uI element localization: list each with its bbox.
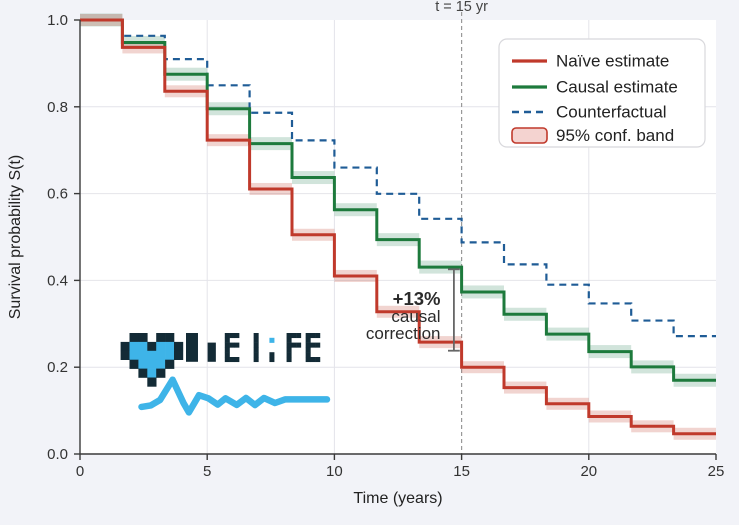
svg-text:Counterfactual: Counterfactual bbox=[556, 103, 667, 122]
svg-text:25: 25 bbox=[708, 463, 725, 480]
svg-text:95% conf. band: 95% conf. band bbox=[556, 126, 674, 145]
svg-text:t = 15 yr: t = 15 yr bbox=[435, 0, 488, 15]
svg-text:0.6: 0.6 bbox=[47, 186, 68, 203]
svg-text:15: 15 bbox=[453, 463, 470, 480]
svg-text:Survival probability S(t): Survival probability S(t) bbox=[7, 155, 24, 320]
svg-text:0.0: 0.0 bbox=[47, 446, 68, 463]
svg-text:5: 5 bbox=[203, 463, 211, 480]
svg-text:10: 10 bbox=[326, 463, 343, 480]
svg-text:0.2: 0.2 bbox=[47, 359, 68, 376]
svg-text:0: 0 bbox=[76, 463, 84, 480]
svg-text:Naïve estimate: Naïve estimate bbox=[556, 52, 669, 71]
svg-text:correction: correction bbox=[366, 324, 441, 343]
svg-text:Time (years): Time (years) bbox=[353, 490, 442, 507]
svg-text:20: 20 bbox=[580, 463, 597, 480]
svg-text:0.4: 0.4 bbox=[47, 272, 68, 289]
svg-text:0.8: 0.8 bbox=[47, 99, 68, 116]
svg-text:Causal estimate: Causal estimate bbox=[556, 78, 678, 97]
svg-text:+13%: +13% bbox=[393, 288, 441, 309]
svg-text:1.0: 1.0 bbox=[47, 12, 68, 29]
